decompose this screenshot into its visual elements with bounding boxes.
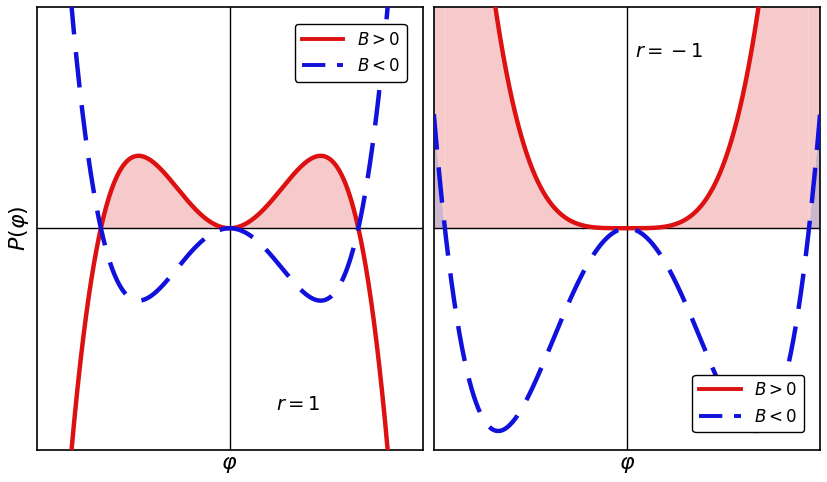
Text: $r = -1$: $r = -1$ [634, 42, 703, 61]
Y-axis label: $P(\varphi)$: $P(\varphi)$ [7, 205, 31, 251]
Legend: $B > 0$, $B < 0$: $B > 0$, $B < 0$ [295, 24, 407, 82]
X-axis label: $\varphi$: $\varphi$ [222, 455, 238, 475]
Legend: $B > 0$, $B < 0$: $B > 0$, $B < 0$ [692, 375, 804, 432]
X-axis label: $\varphi$: $\varphi$ [619, 455, 635, 475]
Text: $r = 1$: $r = 1$ [276, 395, 321, 414]
